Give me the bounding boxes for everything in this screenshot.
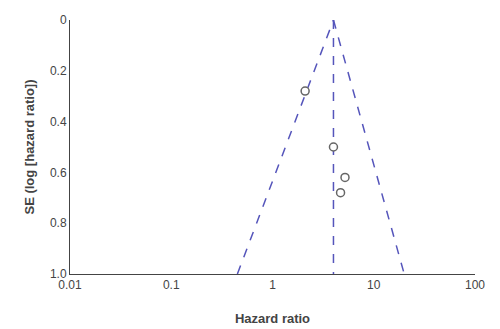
svg-text:100: 100	[465, 278, 485, 292]
svg-text:10: 10	[367, 278, 381, 292]
svg-text:1.0: 1.0	[50, 267, 67, 281]
svg-text:Hazard ratio: Hazard ratio	[235, 311, 310, 326]
svg-text:0.2: 0.2	[50, 64, 67, 78]
svg-text:SE (log [hazard ratio]): SE (log [hazard ratio])	[22, 79, 37, 214]
svg-text:0.01: 0.01	[58, 278, 82, 292]
svg-text:0.1: 0.1	[163, 278, 180, 292]
svg-text:0.6: 0.6	[50, 166, 67, 180]
svg-text:1: 1	[269, 278, 276, 292]
svg-text:0.8: 0.8	[50, 216, 67, 230]
svg-text:0.4: 0.4	[50, 115, 67, 129]
svg-text:0: 0	[60, 13, 67, 27]
